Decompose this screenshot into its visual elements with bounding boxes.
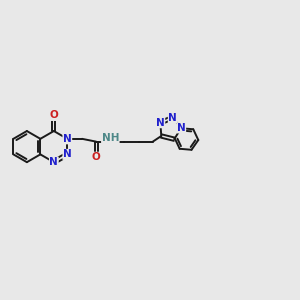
- Text: N: N: [63, 134, 72, 144]
- Text: N: N: [50, 157, 58, 167]
- Text: N: N: [177, 123, 186, 133]
- Text: NH: NH: [102, 133, 119, 143]
- Text: N: N: [156, 118, 165, 128]
- Text: N: N: [168, 113, 177, 123]
- Text: O: O: [50, 110, 58, 121]
- Text: N: N: [63, 149, 72, 159]
- Text: O: O: [92, 152, 100, 162]
